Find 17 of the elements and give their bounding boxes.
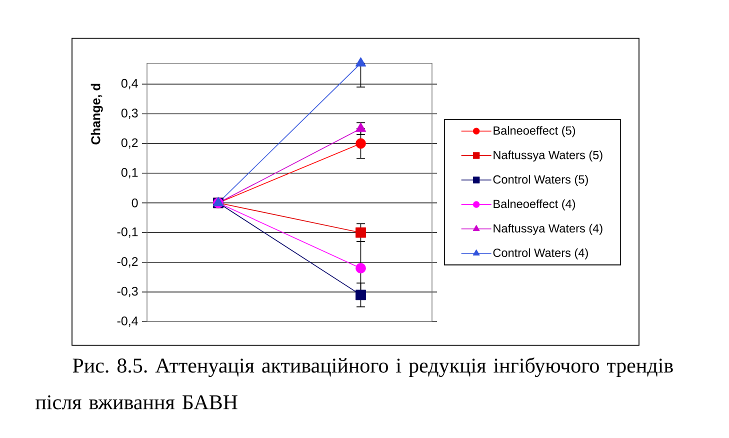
- legend-label: Balneoeffect (4): [494, 199, 576, 210]
- y-tick-label: 0,4: [121, 78, 138, 90]
- legend-label: Control Waters (5): [493, 174, 588, 186]
- y-tick-label: -0,2: [117, 257, 138, 268]
- y-tick-label: -0,1: [117, 227, 138, 238]
- text: Рис. 8.5. Аттенуація активаційного і редукція інгібуючого трендів після вживання БАВН: [36, 357, 673, 410]
- legend-label: Naftussya Waters (5): [494, 150, 602, 162]
- y-tick-label: -0,3: [117, 286, 138, 298]
- y-tick-label: -0,4: [117, 316, 138, 327]
- y-tick-label: 0: [132, 198, 138, 208]
- y-tick-label: 0,2: [121, 138, 138, 149]
- y-tick-label: 0,3: [121, 108, 138, 119]
- legend-label: Control Waters (4): [493, 248, 588, 260]
- legend-label: Balneoeffect (5): [494, 126, 576, 138]
- y-tick-label: 0,1: [121, 168, 138, 178]
- y-axis-title: Change, d: [90, 84, 103, 144]
- legend-label: Naftussya Waters (4): [494, 224, 602, 235]
